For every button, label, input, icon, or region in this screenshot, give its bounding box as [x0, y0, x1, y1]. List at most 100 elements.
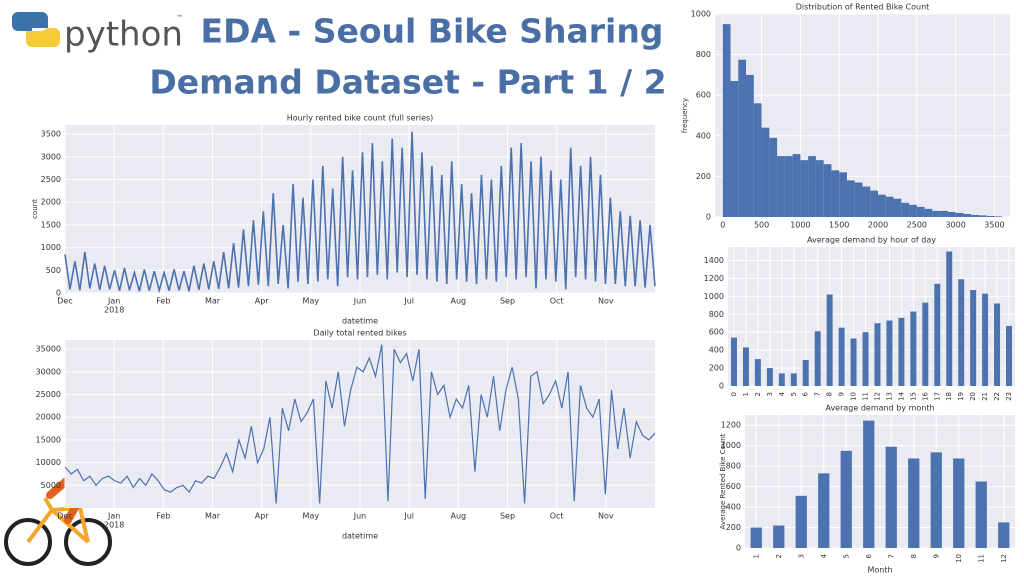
x-tick-label: 16: [921, 391, 929, 400]
y-axis-label: frequency: [681, 98, 689, 133]
x-tick-label: Jun: [353, 512, 367, 521]
y-tick-label: 1500: [41, 220, 61, 229]
histogram-bar: [831, 170, 840, 217]
y-tick-label: 3000: [41, 152, 61, 161]
x-tick-label: 0: [720, 221, 725, 230]
histogram-bar: [761, 127, 770, 217]
x-tick-label: Jul: [403, 512, 414, 521]
x-tick-label: 11: [977, 554, 985, 563]
y-tick-label: 600: [696, 91, 711, 100]
histogram-bar: [955, 212, 964, 217]
histogram-bar: [784, 156, 793, 217]
x-tick-label: 4: [820, 553, 828, 558]
histogram-bar: [738, 59, 747, 217]
x-tick-label: 14: [897, 391, 905, 400]
x-tick-label: 500: [754, 221, 769, 230]
x-tick-label: Aug: [451, 512, 467, 521]
histogram-bar: [916, 206, 925, 217]
bar: [862, 332, 869, 386]
x-tick-label: Oct: [550, 297, 564, 306]
x-tick-label: 9: [932, 554, 940, 558]
x-tick-label: 2: [775, 554, 783, 558]
bar: [730, 337, 737, 386]
x-tick-label: 19: [957, 392, 965, 401]
x-tick-label: 9: [838, 392, 846, 396]
x-tick-label: Feb: [156, 512, 170, 521]
histogram-bar: [994, 216, 1003, 217]
y-tick-label: 5000: [41, 481, 61, 490]
histogram-bar: [777, 156, 785, 217]
bar: [908, 458, 920, 548]
histogram-bar: [839, 172, 847, 217]
histogram-bar: [932, 210, 941, 217]
histogram-bar: [878, 194, 886, 217]
histogram-bar: [846, 180, 855, 217]
logo-blue: [12, 12, 48, 31]
y-tick-label: 600: [726, 482, 741, 491]
y-tick-label: 3500: [41, 130, 61, 139]
x-tick-label: Aug: [451, 297, 467, 306]
bar: [773, 525, 785, 548]
page-title: Demand Dataset - Part 1 / 2: [149, 63, 666, 102]
x-tick-label: 3: [766, 392, 774, 396]
year-label: 2018: [104, 306, 124, 315]
wheel: [64, 518, 112, 566]
y-tick-label: 2000: [41, 198, 61, 207]
bar: [778, 373, 785, 386]
histogram-bar: [986, 215, 995, 217]
y-tick-label: 1000: [721, 441, 741, 450]
plot-area: [745, 415, 1015, 548]
chart-title: Distribution of Rented Bike Count: [796, 3, 930, 12]
x-axis-label: datetime: [342, 532, 378, 541]
y-axis-label: Average Rented Bike Count: [719, 433, 727, 529]
x-tick-label: Apr: [255, 512, 270, 521]
histogram-bar: [924, 208, 933, 217]
x-tick-label: Jun: [353, 297, 367, 306]
x-tick-label: 13: [885, 392, 893, 401]
x-tick-label: 10: [850, 392, 858, 401]
x-tick-label: 6: [865, 553, 873, 558]
x-tick-label: Dec: [57, 512, 72, 521]
logo-yellow: [26, 28, 60, 47]
bar: [994, 303, 1001, 386]
bar: [754, 359, 761, 386]
histogram-bar: [963, 213, 972, 217]
y-tick-label: 25000: [36, 390, 61, 399]
y-tick-label: 200: [726, 523, 741, 532]
histogram-bar: [769, 137, 778, 217]
y-tick-label: 500: [46, 266, 61, 275]
x-tick-label: May: [303, 297, 320, 306]
logo-text: python: [64, 15, 183, 55]
bar: [885, 446, 897, 548]
y-tick-label: 1200: [721, 421, 741, 430]
histogram-bar: [870, 190, 879, 217]
histogram-bar: [746, 74, 754, 218]
bar: [910, 311, 917, 386]
bar: [953, 458, 965, 548]
x-tick-label: Sep: [500, 512, 515, 521]
histogram-bar: [978, 215, 987, 217]
x-tick-label: 3: [797, 554, 805, 558]
bar: [742, 347, 749, 386]
year-label: 2018: [104, 521, 124, 530]
histogram-bar: [722, 24, 731, 218]
x-tick-label: Jul: [403, 297, 414, 306]
x-tick-label: 3000: [945, 221, 965, 230]
bar: [826, 294, 833, 386]
bar: [790, 373, 797, 386]
y-tick-label: 200: [709, 364, 724, 373]
y-tick-label: 2500: [41, 175, 61, 184]
y-tick-label: 400: [696, 131, 711, 140]
histogram-bar: [940, 210, 948, 217]
y-tick-label: 1000: [41, 243, 61, 252]
y-tick-label: 800: [696, 50, 711, 59]
x-tick-label: 21: [981, 392, 989, 401]
x-tick-label: 10: [955, 554, 963, 563]
x-tick-label: 12: [873, 392, 881, 401]
bar: [886, 320, 893, 386]
y-tick-label: 20000: [36, 413, 61, 422]
histogram-bar: [753, 103, 762, 217]
histogram-bar: [862, 186, 871, 217]
y-tick-label: 0: [736, 544, 741, 553]
